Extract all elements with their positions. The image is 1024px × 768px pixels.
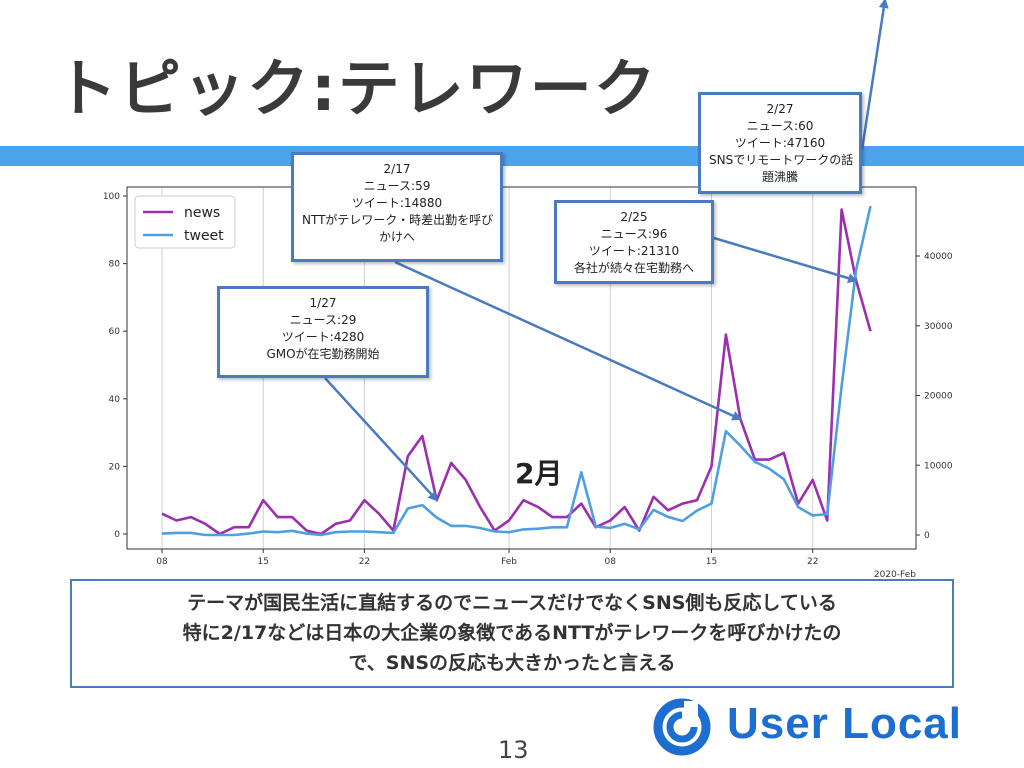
callout-line: ツイート:21310 [588, 244, 680, 258]
callout-arrow [324, 377, 439, 502]
x-tick-label: 08 [605, 557, 617, 567]
left-y-tick-label: 20 [109, 462, 121, 472]
left-y-tick-label: 60 [109, 327, 121, 337]
left-y-tick-label: 80 [109, 260, 121, 270]
callout-line: 題沸騰 [761, 170, 798, 184]
callout-line: ツイート:47160 [734, 136, 826, 150]
callout-line: 各社が続々在宅勤務へ [573, 261, 694, 275]
summary-box: テーマが国民生活に直結するのでニュースだけでなくSNS側も反応している 特に2/… [70, 579, 954, 688]
callout-0227: 2/27 ニュース:60 ツイート:47160 SNSでリモートワークの話 題沸… [698, 92, 862, 194]
callout-0225: 2/25 ニュース:96 ツイート:21310 各社が続々在宅勤務へ [554, 200, 714, 284]
user-local-logo: User Local [652, 697, 1012, 757]
summary-line: テーマが国民生活に直結するのでニュースだけでなくSNS側も反応している [187, 592, 837, 614]
x-tick-label: 15 [257, 557, 268, 567]
callout-line: 2/27 [766, 102, 794, 116]
callout-line: ニュース:59 [363, 179, 431, 193]
callout-arrow [713, 236, 858, 283]
summary-line: で、SNSの反応も大きかったと言える [348, 652, 676, 674]
chart-legend: news tweet [134, 195, 236, 249]
callout-line: ニュース:60 [746, 119, 814, 133]
callout-line: 2/17 [383, 162, 411, 176]
x-tick-label: 15 [706, 557, 717, 567]
month-label: 2月 [515, 457, 563, 490]
x-axis-note: 2020-Feb [874, 570, 916, 580]
callout-0127: 1/27 ニュース:29 ツイート:4280 GMOが在宅勤務開始 [217, 286, 429, 378]
callout-line: NTTがテレワーク・時差出勤を呼び [302, 213, 494, 227]
x-tick-label: 08 [156, 557, 168, 567]
callout-arrows [324, 0, 889, 502]
callout-arrow [394, 260, 743, 421]
summary-line: 特に2/17などは日本の大企業の象徴であるNTTがテレワークを呼びかけたの [182, 622, 842, 644]
callout-line: GMOが在宅勤務開始 [266, 347, 380, 361]
callout-line: ツイート:14880 [351, 196, 443, 210]
logo-text: User Local [727, 699, 962, 748]
callout-line: 2/25 [620, 210, 648, 224]
x-tick-label: 22 [359, 557, 370, 567]
line-chart: 08 15 22 Feb 08 15 22 2020-Feb 0 20 40 60 80 100 0 1000… [103, 0, 953, 580]
right-y-tick-label: 0 [924, 531, 930, 541]
legend-label-news: news [184, 205, 220, 221]
callout-line: ニュース:29 [289, 313, 357, 327]
x-tick-label: Feb [501, 557, 517, 567]
callout-line: ツイート:4280 [281, 330, 365, 344]
chart-axes: 08 15 22 Feb 08 15 22 2020-Feb 0 20 40 60 80 100 0 1000… [103, 192, 953, 580]
page-number: 13 [498, 736, 529, 764]
callout-arrow [860, 0, 889, 151]
right-y-tick-label: 40000 [924, 252, 953, 262]
callout-line: 1/27 [309, 296, 337, 310]
callout-line: ニュース:96 [600, 227, 668, 241]
slide-title: トピック:テレワーク [55, 52, 658, 125]
x-tick-label: 22 [807, 557, 818, 567]
plot-frame [126, 186, 917, 550]
callout-0217: 2/17 ニュース:59 ツイート:14880 NTTがテレワーク・時差出勤を呼… [291, 152, 503, 262]
left-y-tick-label: 0 [114, 530, 120, 540]
right-y-tick-label: 20000 [924, 392, 953, 402]
chart-series [161, 205, 872, 537]
series-line-news [161, 208, 872, 536]
series-line-tweet [161, 205, 872, 537]
right-y-tick-label: 30000 [924, 322, 953, 332]
callout-line: SNSでリモートワークの話 [709, 153, 854, 167]
logo-mark-icon [653, 698, 711, 756]
right-y-tick-label: 10000 [924, 461, 953, 471]
left-y-tick-label: 100 [103, 192, 120, 202]
callout-line: かけへ [378, 230, 415, 244]
left-y-tick-label: 40 [109, 395, 121, 405]
legend-label-tweet: tweet [184, 228, 224, 244]
